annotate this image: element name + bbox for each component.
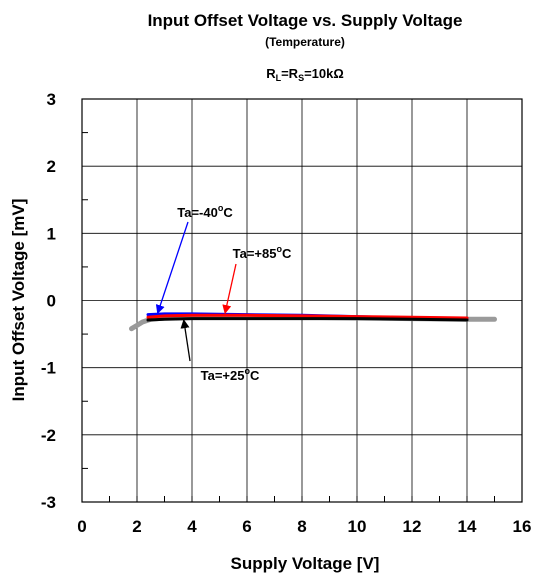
y-tick-label: 0	[47, 292, 56, 311]
annotation-label: Ta=+25oC	[201, 366, 260, 383]
y-tick-label: -1	[41, 359, 56, 378]
x-tick-label: 6	[242, 517, 251, 536]
chart-title: Input Offset Voltage vs. Supply Voltage	[148, 11, 463, 30]
y-tick-label: 3	[47, 90, 56, 109]
y-tick-label: -3	[41, 493, 56, 512]
x-tick-label: 0	[77, 517, 86, 536]
x-tick-label: 10	[348, 517, 367, 536]
annotation-arrow	[222, 263, 237, 315]
x-tick-label: 16	[513, 517, 532, 536]
tick-marks	[82, 132, 495, 502]
y-tick-labels: 3 2 1 0 -1 -2 -3	[41, 90, 56, 512]
annotation-arrow	[155, 221, 189, 315]
annotation-label: Ta=+85oC	[233, 244, 292, 261]
y-axis-label: Input Offset Voltage [mV]	[9, 199, 28, 402]
grid	[82, 99, 522, 502]
y-tick-label: -2	[41, 426, 56, 445]
x-tick-label: 2	[132, 517, 141, 536]
chart-subtitle: (Temperature)	[265, 35, 345, 49]
x-axis-label: Supply Voltage [V]	[231, 554, 380, 573]
annotation-label: Ta=-40oC	[177, 203, 233, 220]
x-tick-label: 14	[458, 517, 477, 536]
x-tick-label: 8	[297, 517, 306, 536]
series-lines	[129, 312, 497, 332]
x-tick-label: 4	[187, 517, 197, 536]
annotations: Ta=-40oC Ta=+85oC Ta=+25oC	[155, 203, 292, 383]
series-line	[146, 313, 469, 320]
y-tick-label: 2	[47, 157, 56, 176]
annotation-arrow	[180, 319, 191, 362]
series-line	[146, 317, 469, 322]
x-tick-labels: 0 2 4 6 8 10 12 14 16	[77, 517, 531, 536]
plot-frame	[81, 98, 523, 503]
chart-condition: RL=RS=10kΩ	[266, 66, 344, 83]
x-tick-label: 12	[403, 517, 422, 536]
y-tick-label: 1	[47, 224, 56, 243]
